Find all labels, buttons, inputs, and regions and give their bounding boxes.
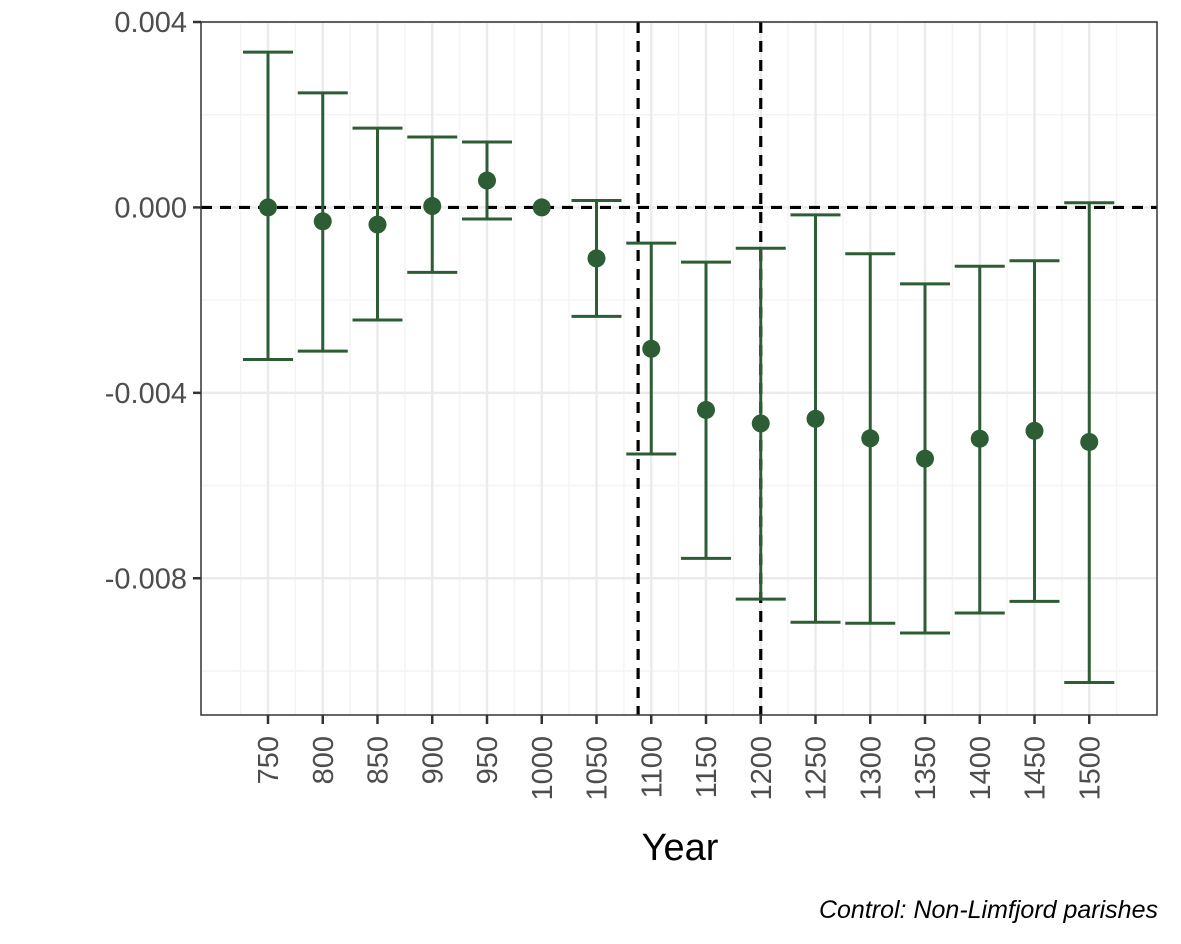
- x-tick-label: 1100: [636, 736, 668, 798]
- x-tick-label: 750: [253, 736, 285, 784]
- chart-caption: Control: Non-Limfjord parishes: [819, 896, 1158, 924]
- errorbar-group: [532, 198, 551, 217]
- y-tick-label: -0.008: [105, 563, 187, 595]
- errorbar-group: [681, 260, 731, 560]
- data-point: [587, 249, 606, 268]
- errorbar-group: [571, 198, 622, 318]
- errorbar-group: [352, 126, 403, 322]
- errorbar-group: [243, 50, 293, 361]
- x-tick-label: 1500: [1074, 736, 1106, 801]
- errorbar-group: [1064, 201, 1115, 685]
- data-point: [751, 414, 770, 433]
- panel-border: [200, 21, 1158, 716]
- errorbar-group: [462, 140, 512, 221]
- x-tick-label: 950: [472, 736, 504, 784]
- data-point: [861, 429, 880, 448]
- x-tick-label: 850: [363, 736, 395, 784]
- x-tick-label: 1400: [965, 736, 997, 801]
- x-tick-label: 1350: [910, 736, 942, 801]
- data-point: [970, 429, 989, 448]
- x-tick-label: 1150: [691, 736, 723, 798]
- data-marks: [243, 50, 1115, 685]
- data-point: [368, 215, 387, 234]
- y-tick-label: -0.004: [105, 378, 187, 410]
- x-tick-label: 1250: [801, 736, 833, 801]
- data-point: [478, 171, 496, 190]
- data-point: [697, 400, 715, 419]
- errorbar-group: [407, 135, 458, 274]
- data-point: [532, 198, 551, 217]
- x-tick-label: 1200: [746, 736, 778, 801]
- data-point: [313, 212, 332, 231]
- errorbar-group: [297, 91, 348, 353]
- x-tick-label: 1000: [527, 736, 559, 801]
- errorbar-group: [790, 213, 841, 624]
- errorbar-group: [900, 282, 950, 635]
- data-point: [806, 409, 825, 428]
- data-point: [423, 197, 442, 216]
- axes: 0.004 0.000 -0.004 -0.008 750 800 850 900 950 100…: [105, 7, 1106, 801]
- errorbar-group: [1009, 259, 1060, 603]
- errorbar-group: [735, 246, 786, 601]
- errorbar-group: [954, 264, 1005, 615]
- data-point: [916, 449, 934, 468]
- x-tick-label: 900: [417, 736, 449, 784]
- x-tick-label: 1450: [1020, 736, 1052, 801]
- x-axis-title: Year: [642, 827, 719, 869]
- x-tick-label: 1300: [855, 736, 887, 801]
- x-tick-label: 800: [308, 736, 340, 784]
- x-tick-label: 1050: [582, 736, 614, 801]
- y-tick-label: 0.004: [114, 7, 187, 39]
- data-point: [259, 198, 277, 217]
- y-tick-label: 0.000: [114, 192, 187, 224]
- errorbar-group: [845, 252, 896, 625]
- data-point: [1080, 432, 1099, 451]
- data-point: [642, 339, 661, 358]
- data-point: [1025, 421, 1044, 440]
- errorbar-group: [626, 241, 677, 456]
